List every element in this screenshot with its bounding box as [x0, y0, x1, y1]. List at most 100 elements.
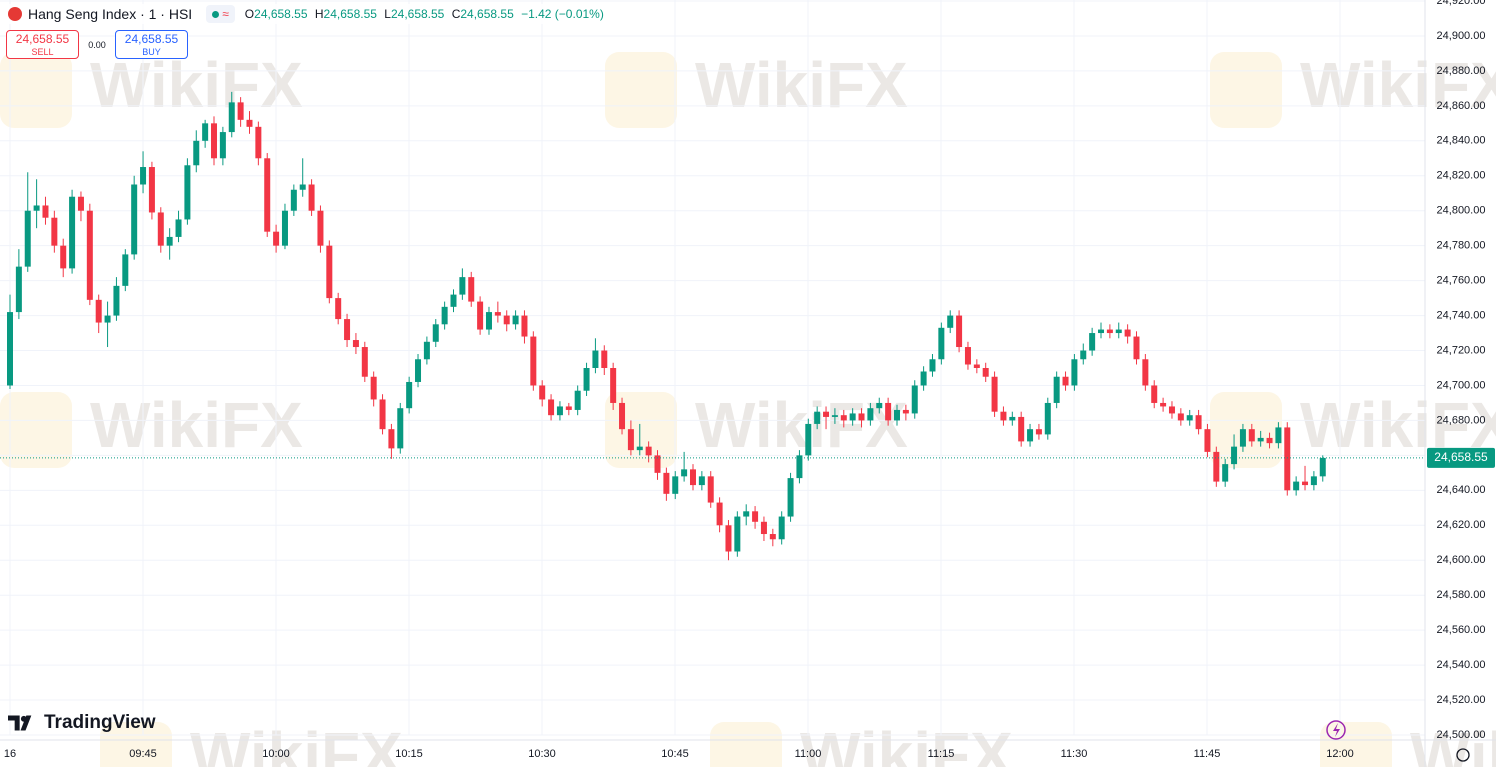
alert-icon	[1326, 720, 1346, 740]
candle-body	[299, 184, 306, 190]
status-indicators[interactable]: ≈	[206, 5, 235, 23]
watermark-badge	[1320, 722, 1392, 767]
x-tick-label: 10:15	[395, 748, 423, 760]
candle-body	[1186, 415, 1193, 421]
candle-body	[1160, 402, 1167, 407]
y-tick-label: 24,740.00	[1437, 309, 1486, 321]
candle-body	[1062, 376, 1069, 386]
candle-body	[157, 212, 164, 246]
candle-body	[973, 364, 980, 368]
candle-body	[787, 478, 794, 517]
candle-body	[60, 245, 67, 269]
logo[interactable]: TradingView	[8, 712, 156, 734]
candle-body	[636, 446, 643, 451]
candle-body	[565, 406, 572, 410]
watermark: WikiFX	[90, 49, 303, 121]
candle-body	[459, 277, 466, 295]
c-value: 24,658.55	[460, 7, 514, 21]
candle-body	[530, 336, 537, 386]
candle-body	[273, 231, 280, 246]
symbol-name[interactable]: Hang Seng Index · 1 · HSI	[28, 6, 193, 22]
watermark-badge	[605, 52, 677, 128]
candle-body	[831, 415, 838, 417]
candle-body	[290, 189, 297, 211]
buy-button[interactable]: 24,658.55 BUY	[115, 30, 188, 59]
watermark: WikiFX	[1300, 49, 1496, 121]
sell-label: SELL	[31, 47, 54, 57]
candle-body	[512, 315, 519, 325]
candle-body	[1133, 336, 1140, 360]
sell-price: 24,658.55	[15, 32, 70, 46]
candle-body	[982, 368, 989, 377]
candle-body	[228, 102, 235, 133]
candle-body	[601, 350, 608, 368]
candle-body	[33, 205, 40, 211]
symbol-icon	[8, 7, 22, 21]
candle-body	[583, 368, 590, 391]
data-status: ≈	[222, 7, 229, 21]
candle-body	[698, 476, 705, 486]
candle-body	[1151, 385, 1158, 403]
candle-body	[592, 350, 599, 368]
candle-body	[654, 455, 661, 473]
ohlc-values: O24,658.55 H24,658.55 L24,658.55 C24,658…	[245, 7, 608, 21]
x-tick-label: 12:00	[1326, 748, 1354, 760]
watermark: WikiFX	[800, 719, 1013, 767]
candle-body	[858, 413, 865, 421]
candle-body	[7, 312, 13, 386]
candle-body	[211, 123, 218, 159]
spread: 0.00	[88, 39, 106, 50]
x-tick-label: 11:00	[795, 748, 822, 760]
candle-body	[1053, 376, 1060, 403]
candle-body	[743, 511, 750, 517]
candle-body	[885, 402, 892, 421]
y-tick-label: 24,860.00	[1437, 100, 1486, 112]
candle-body	[503, 315, 510, 325]
candle-body	[246, 119, 253, 127]
watermark-badge	[605, 392, 677, 468]
candle-body	[264, 158, 271, 232]
change-value: −1.42 (−0.01%)	[521, 7, 604, 21]
logo-mark	[8, 715, 32, 731]
candle-body	[397, 408, 404, 449]
candle-body	[548, 399, 555, 416]
candle-body	[938, 327, 945, 360]
candle-body	[920, 371, 927, 386]
candle-body	[361, 347, 368, 377]
watermark: WikiFX	[695, 49, 908, 121]
buy-price: 24,658.55	[124, 32, 179, 46]
candle-body	[86, 210, 93, 300]
y-tick-label: 24,500.00	[1437, 729, 1486, 741]
candle-body	[15, 266, 22, 313]
y-tick-label: 24,840.00	[1437, 135, 1486, 147]
symbol-legend: Hang Seng Index · 1 · HSI ≈ O24,658.55 H…	[8, 4, 608, 24]
candle-body	[281, 210, 288, 246]
x-tick-label: 10:45	[661, 748, 689, 760]
candle-body	[1319, 457, 1326, 477]
candle-body	[42, 205, 49, 218]
sell-button[interactable]: 24,658.55 SELL	[6, 30, 79, 59]
candle-body	[423, 341, 430, 360]
candle-body	[689, 469, 696, 486]
y-tick-label: 24,680.00	[1437, 414, 1486, 426]
y-tick-label: 24,540.00	[1437, 659, 1486, 671]
candle-body	[1115, 329, 1122, 334]
candle-body	[956, 315, 963, 348]
candle-body	[1098, 329, 1105, 334]
candle-body	[308, 184, 315, 211]
candle-body	[131, 184, 138, 255]
watermark: WikiFX	[90, 389, 303, 461]
candle-body	[166, 236, 173, 246]
candle-body	[468, 277, 475, 302]
candle-body	[113, 285, 120, 316]
watermark-badge	[1210, 392, 1282, 468]
candle-body	[193, 140, 200, 166]
candle-body	[69, 196, 76, 269]
candle-body	[219, 132, 226, 159]
candle-body	[1231, 446, 1238, 465]
h-label: H	[314, 7, 324, 21]
trade-buttons: 24,658.55 SELL 0.00 24,658.55 BUY	[6, 30, 188, 59]
candle-body	[760, 521, 767, 535]
candle-body	[335, 298, 342, 320]
